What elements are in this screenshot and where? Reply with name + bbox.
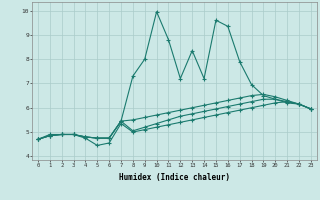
X-axis label: Humidex (Indice chaleur): Humidex (Indice chaleur) bbox=[119, 173, 230, 182]
